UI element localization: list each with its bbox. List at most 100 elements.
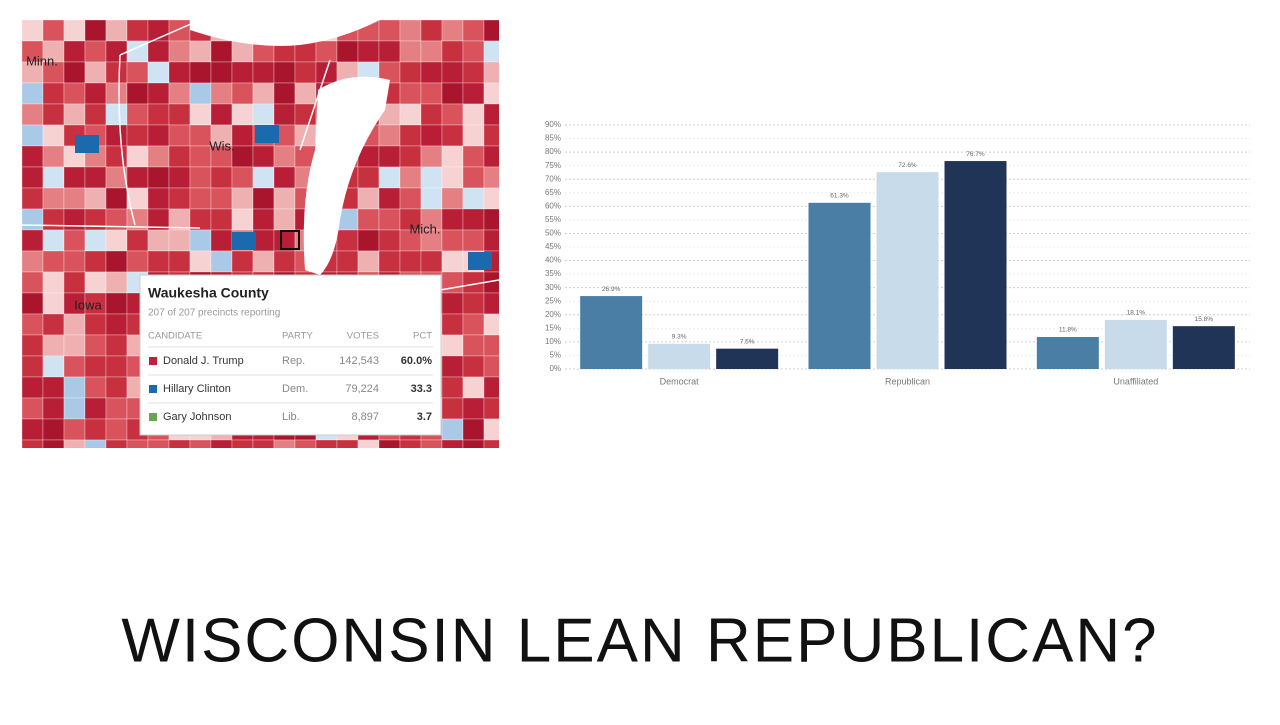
county — [252, 439, 275, 448]
county — [357, 208, 380, 231]
county — [441, 292, 464, 315]
county — [126, 103, 149, 126]
county — [147, 229, 170, 252]
county — [84, 103, 107, 126]
column-header: PARTY — [282, 331, 313, 342]
county — [483, 418, 499, 441]
county — [42, 376, 65, 399]
county — [84, 355, 107, 378]
y-tick-label: 40% — [545, 256, 561, 265]
county — [378, 208, 401, 231]
x-tick-label: Democrat — [660, 376, 700, 386]
county — [378, 20, 401, 42]
county — [105, 20, 128, 42]
county — [84, 166, 107, 189]
county — [273, 208, 296, 231]
county — [63, 250, 86, 273]
y-tick-label: 45% — [545, 242, 561, 251]
county — [231, 103, 254, 126]
county-highlight — [280, 230, 300, 250]
county — [315, 40, 338, 63]
county — [231, 166, 254, 189]
county — [210, 439, 233, 448]
county — [357, 166, 380, 189]
state-label: Mich. — [409, 221, 440, 236]
county — [441, 20, 464, 42]
county — [42, 271, 65, 294]
county — [189, 187, 212, 210]
county — [63, 355, 86, 378]
county — [231, 250, 254, 273]
county — [22, 187, 44, 210]
party-swatch — [149, 385, 157, 393]
y-tick-label: 70% — [545, 174, 561, 183]
county — [42, 334, 65, 357]
county — [168, 187, 191, 210]
tooltip-subtitle: 207 of 207 precincts reporting — [148, 308, 280, 319]
county — [252, 187, 275, 210]
county — [462, 334, 485, 357]
y-tick-label: 75% — [545, 161, 561, 170]
county — [22, 334, 44, 357]
county — [483, 20, 499, 42]
party: Dem. — [282, 383, 308, 395]
county — [315, 439, 338, 448]
county — [189, 124, 212, 147]
county — [399, 145, 422, 168]
county — [126, 20, 149, 42]
bar — [1036, 337, 1099, 369]
county — [210, 208, 233, 231]
heading: WISCONSIN LEAN REPUBLICAN? — [121, 606, 1158, 675]
county — [147, 40, 170, 63]
county — [105, 61, 128, 84]
county — [147, 145, 170, 168]
x-tick-label: Republican — [885, 376, 930, 386]
county — [441, 145, 464, 168]
county — [252, 166, 275, 189]
county — [252, 250, 275, 273]
county — [126, 82, 149, 105]
county — [105, 187, 128, 210]
county — [22, 313, 44, 336]
county — [105, 103, 128, 126]
county — [252, 82, 275, 105]
county — [42, 187, 65, 210]
county — [420, 145, 443, 168]
county — [378, 187, 401, 210]
county — [357, 187, 380, 210]
county — [126, 439, 149, 448]
county — [378, 145, 401, 168]
county — [42, 124, 65, 147]
bar — [648, 343, 711, 369]
county — [168, 250, 191, 273]
county — [168, 40, 191, 63]
county — [126, 166, 149, 189]
party-swatch — [149, 357, 157, 365]
party: Lib. — [282, 411, 300, 423]
county — [105, 397, 128, 420]
county — [84, 334, 107, 357]
bar — [716, 348, 779, 369]
state-border — [22, 20, 499, 291]
county — [483, 397, 499, 420]
column-header: CANDIDATE — [148, 331, 202, 342]
county — [462, 229, 485, 252]
county — [231, 208, 254, 231]
party: Rep. — [282, 355, 305, 367]
county — [462, 355, 485, 378]
votes: 142,543 — [339, 355, 379, 367]
value-label: 72.6% — [898, 162, 917, 169]
county — [189, 208, 212, 231]
county — [42, 250, 65, 273]
county — [231, 187, 254, 210]
county — [483, 376, 499, 399]
county — [399, 187, 422, 210]
county — [189, 145, 212, 168]
county — [462, 376, 485, 399]
county — [84, 229, 107, 252]
county — [273, 250, 296, 273]
county — [252, 145, 275, 168]
county — [147, 82, 170, 105]
y-tick-label: 15% — [545, 323, 561, 332]
